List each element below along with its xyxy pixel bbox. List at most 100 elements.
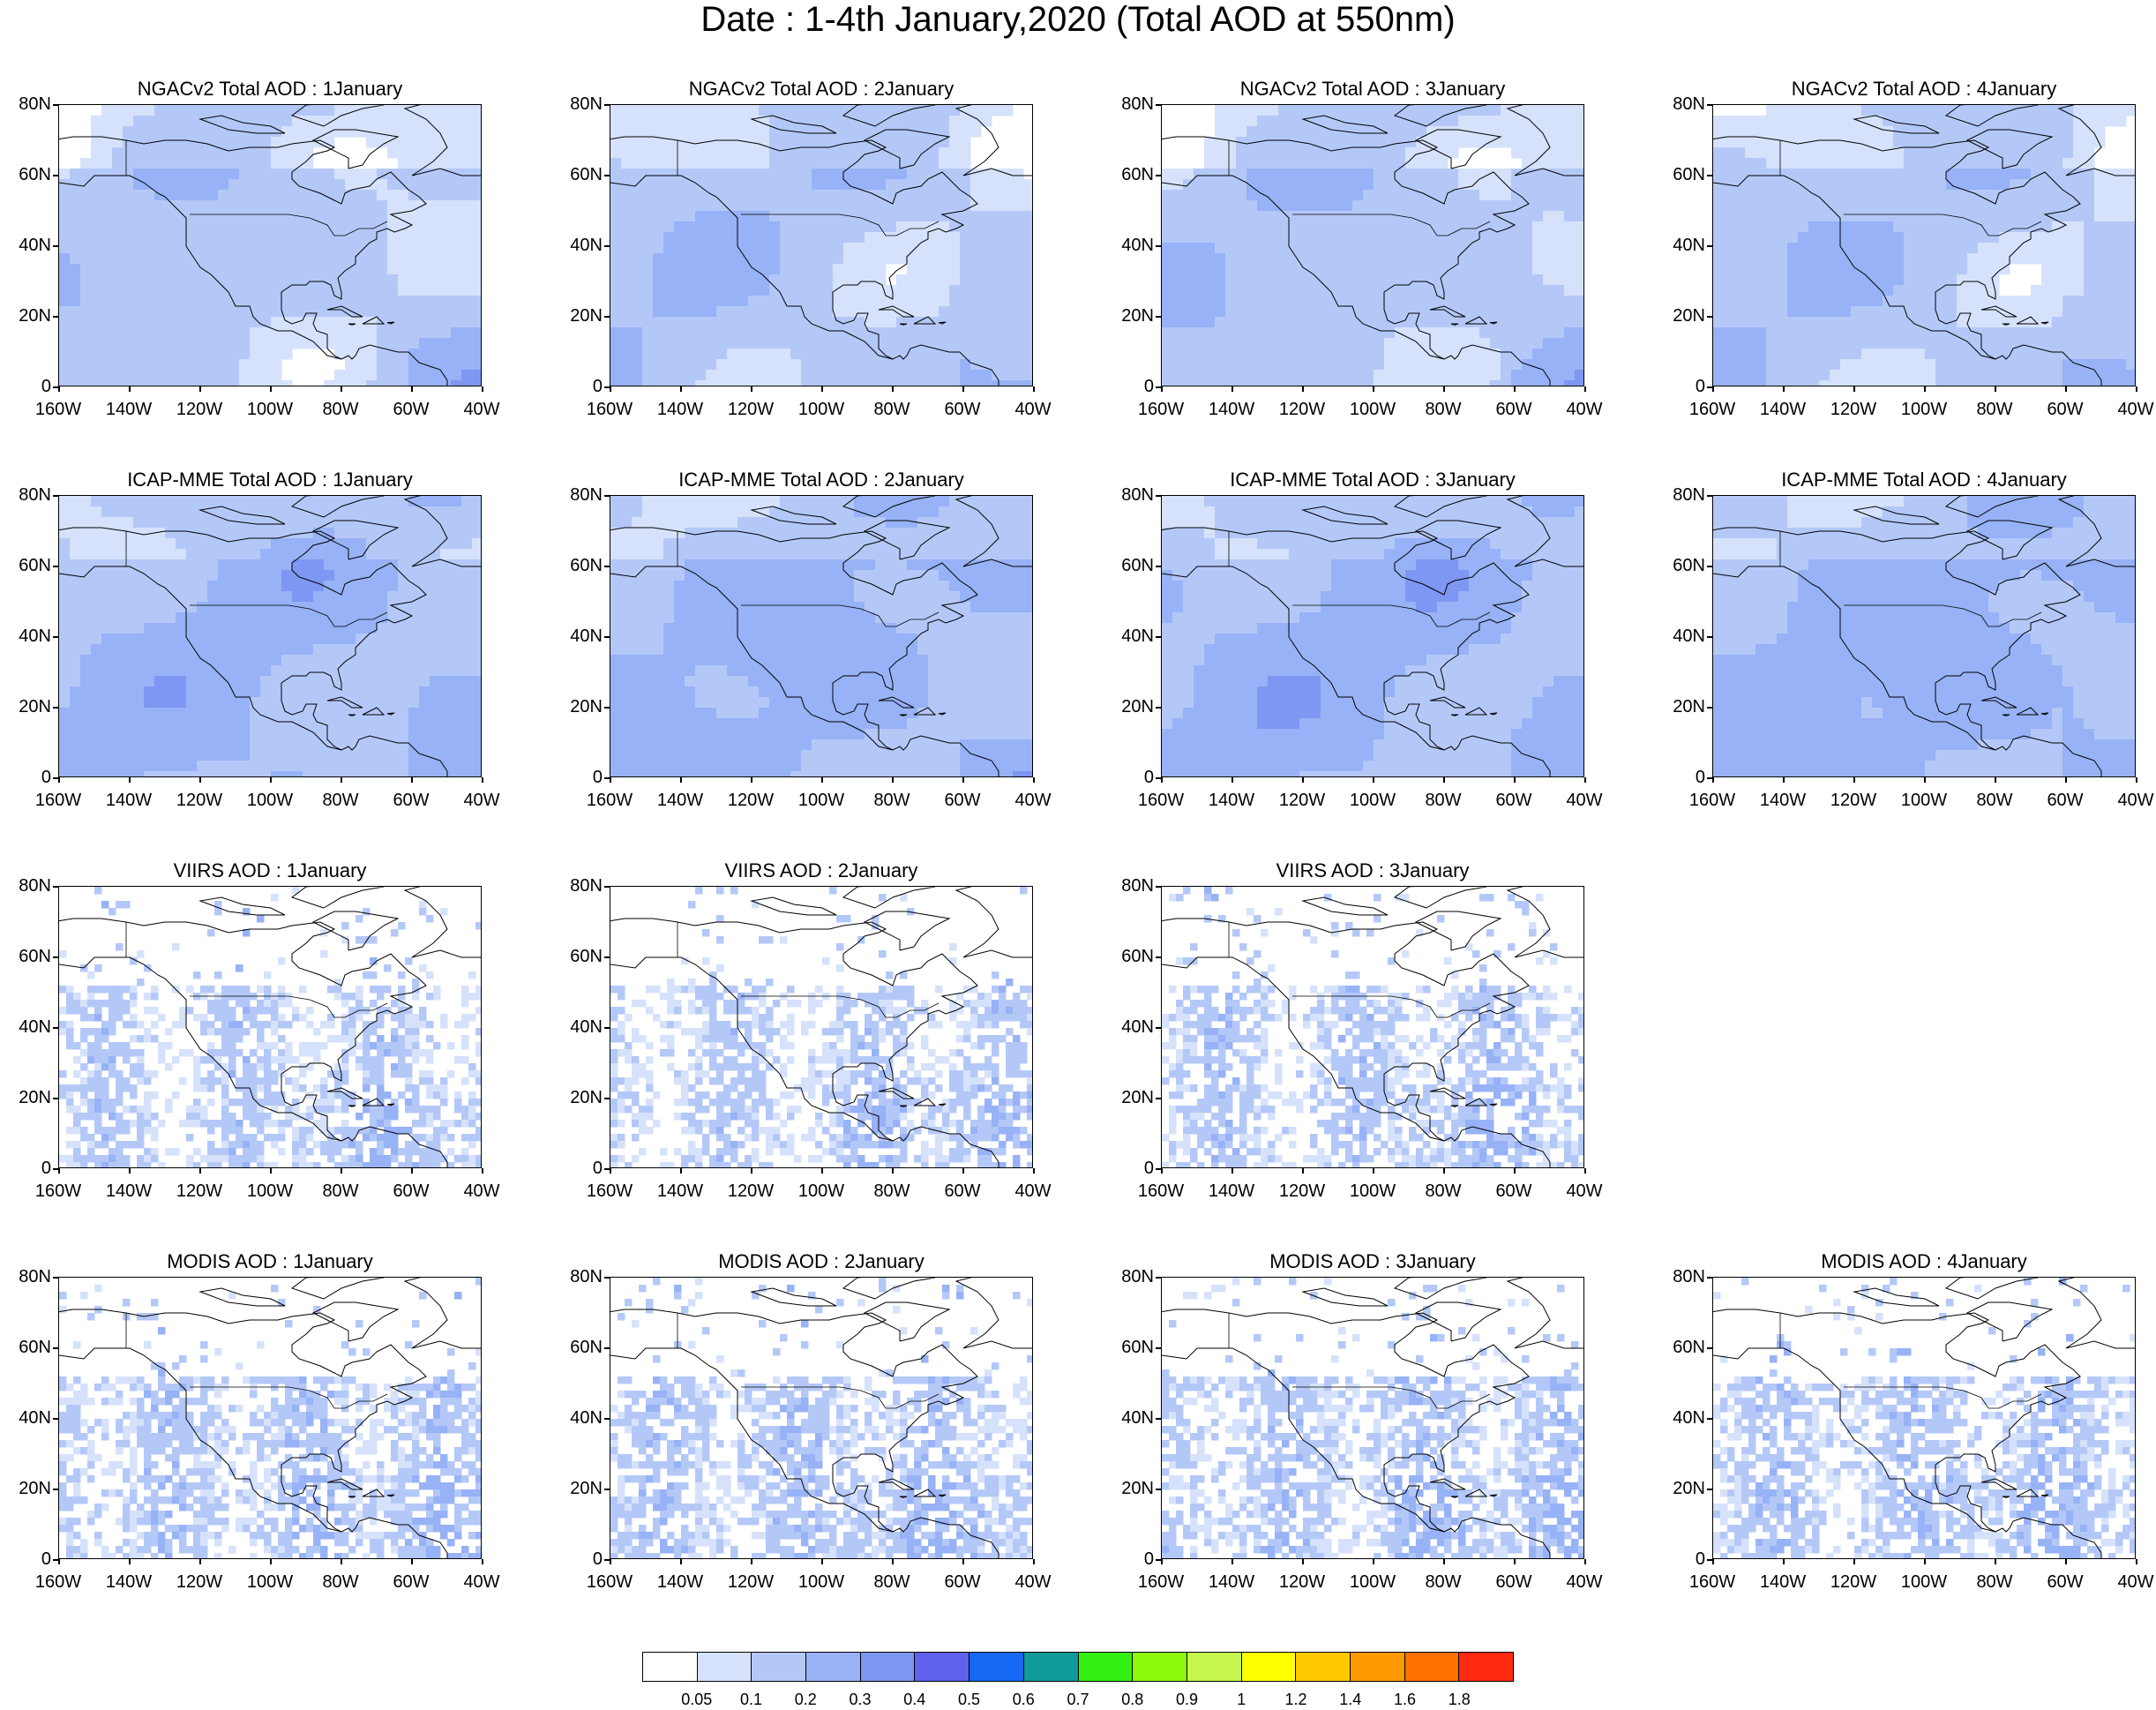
aod-cell [1162, 327, 1173, 339]
aod-cell [451, 612, 462, 624]
aod-cell [653, 285, 664, 296]
aod-cell [1023, 317, 1032, 328]
aod-cell [123, 264, 134, 275]
aod-cell [1564, 147, 1576, 159]
aod-cell [2010, 253, 2021, 265]
aod-cell [176, 147, 187, 159]
aod-cell [165, 126, 176, 138]
aod-cell [345, 105, 356, 116]
aod-cell [737, 306, 749, 318]
aod-cell [1564, 190, 1576, 201]
aod-cell [440, 179, 452, 191]
aod-cell [1215, 190, 1226, 201]
aod-cell [632, 211, 643, 222]
aod-cell [1458, 200, 1470, 212]
aod-cell [70, 549, 81, 560]
aod-cell [928, 126, 940, 138]
aod-cell [1745, 116, 1756, 127]
aod-cell [780, 190, 791, 201]
aod-cell [91, 200, 102, 212]
aod-cell [1289, 169, 1300, 180]
aod-cell [1777, 243, 1788, 254]
aod-cell [218, 665, 229, 677]
aod-cell [2105, 232, 2116, 244]
aod-cell [685, 359, 696, 371]
aod-cell [1522, 190, 1533, 201]
aod-cell [2094, 243, 2106, 254]
aod-cell [801, 179, 812, 191]
aod-cell [408, 496, 420, 507]
aod-cell [250, 549, 261, 560]
aod-cell [1978, 264, 1989, 275]
aod-cell [408, 581, 420, 592]
aod-cell [197, 296, 208, 307]
aod-cell [949, 370, 961, 381]
aod-cell [430, 380, 441, 386]
aod-cell [1395, 349, 1406, 360]
aod-cell [281, 506, 293, 518]
aod-cell [197, 602, 208, 613]
aod-cell [1851, 243, 1862, 254]
aod-cell [674, 296, 685, 307]
aod-cell [928, 380, 940, 386]
aod-cell [1808, 232, 1820, 244]
aod-cell [366, 306, 378, 318]
aod-cell [1957, 338, 1968, 349]
aod-cell [1002, 274, 1014, 286]
aod-cell [1490, 232, 1501, 244]
aod-cell [1194, 274, 1205, 286]
aod-cell [123, 200, 134, 212]
aod-cell [313, 253, 325, 265]
aod-cell [1268, 105, 1279, 116]
aod-cell [430, 496, 441, 507]
aod-cell [1331, 370, 1343, 381]
aod-cell [144, 264, 155, 275]
aod-cell [822, 264, 834, 275]
aod-cell [1405, 200, 1417, 212]
aod-cell [2041, 274, 2053, 286]
aod-cell [70, 274, 81, 286]
aod-cell [154, 200, 166, 212]
aod-cell [1278, 211, 1290, 222]
aod-cell [366, 370, 378, 381]
aod-cell [377, 370, 388, 381]
aod-cell [101, 506, 113, 518]
aod-cell [769, 253, 781, 265]
aod-cell [843, 126, 855, 138]
aod-cell [1310, 274, 1321, 286]
aod-cell [1734, 274, 1746, 286]
aod-cell [271, 634, 282, 645]
aod-cell [430, 359, 441, 371]
aod-cell [653, 200, 664, 212]
aod-cell [260, 623, 272, 634]
aod-cell [313, 559, 325, 571]
aod-cell [1278, 169, 1290, 180]
aod-cell [1501, 105, 1512, 116]
aod-cell [1331, 126, 1343, 138]
aod-cell [1236, 179, 1247, 191]
aod-cell [727, 126, 738, 138]
aod-cell [907, 211, 918, 222]
lon-tick-label: 160W [1137, 400, 1185, 419]
lon-tick-label: 160W [586, 400, 633, 419]
aod-cell [1469, 200, 1480, 212]
aod-cell [1416, 126, 1427, 138]
aod-cell [80, 359, 92, 371]
aod-cell [101, 137, 113, 148]
aod-cell [260, 644, 272, 656]
aod-cell [334, 274, 346, 286]
aod-cell [1479, 243, 1491, 254]
aod-cell [1777, 105, 1788, 116]
aod-cell [1967, 179, 1979, 191]
aod-cell [1925, 200, 1936, 212]
aod-cell [345, 221, 356, 233]
aod-cell [1426, 327, 1438, 339]
aod-cell [1861, 253, 1873, 265]
aod-cell [313, 285, 325, 296]
aod-cell [632, 306, 643, 318]
aod-cell [1310, 264, 1321, 275]
aod-cell [1564, 296, 1576, 307]
aod-cell [674, 370, 685, 381]
aod-cell [981, 296, 992, 307]
aod-cell [1532, 158, 1544, 169]
